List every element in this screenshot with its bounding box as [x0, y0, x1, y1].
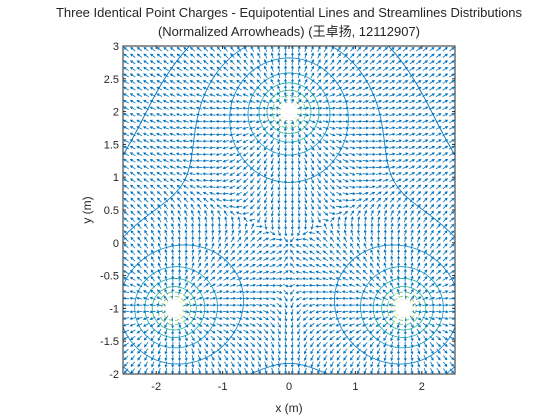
y-tick-label: -1 — [109, 303, 119, 315]
y-axis-label: y (m) — [80, 196, 94, 223]
x-tick-label: -2 — [151, 381, 161, 393]
charge-markers — [156, 94, 422, 326]
y-tick-label: -2 — [109, 369, 119, 381]
y-tick-label: 2.5 — [104, 74, 119, 86]
y-tick-label: 1 — [113, 172, 119, 184]
y-tick-label: -0.5 — [100, 271, 119, 283]
y-tick-label: 3 — [113, 41, 119, 53]
y-tick-label: 1.5 — [104, 139, 119, 151]
y-tick-label: 0.5 — [104, 205, 119, 217]
charge-0 — [272, 94, 306, 129]
y-tick-label: 0 — [113, 238, 119, 250]
x-tick-label: 0 — [286, 381, 292, 393]
y-axis-ticks: -2 -1.5 -1 -0.5 0 0.5 1 1.5 2 2.5 3 — [100, 41, 455, 381]
contour-level-3 — [134, 72, 444, 349]
chart-title-line1: Three Identical Point Charges - Equipote… — [56, 5, 523, 20]
y-tick-label: 2 — [113, 107, 119, 119]
y-tick-label: -1.5 — [100, 336, 119, 348]
x-tick-label: 2 — [419, 381, 425, 393]
streamline-arrows — [123, 46, 455, 374]
quiver-field — [123, 46, 455, 374]
charge-1 — [156, 291, 191, 326]
x-tick-label: -1 — [218, 381, 228, 393]
chart-title-line2: (Normalized Arrowheads) (王卓扬, 12112907) — [158, 24, 420, 39]
charge-2 — [387, 291, 422, 326]
x-tick-label: 1 — [352, 381, 358, 393]
x-axis-ticks: -2 -1 0 1 2 — [151, 46, 425, 393]
x-axis-label: x (m) — [275, 401, 302, 415]
